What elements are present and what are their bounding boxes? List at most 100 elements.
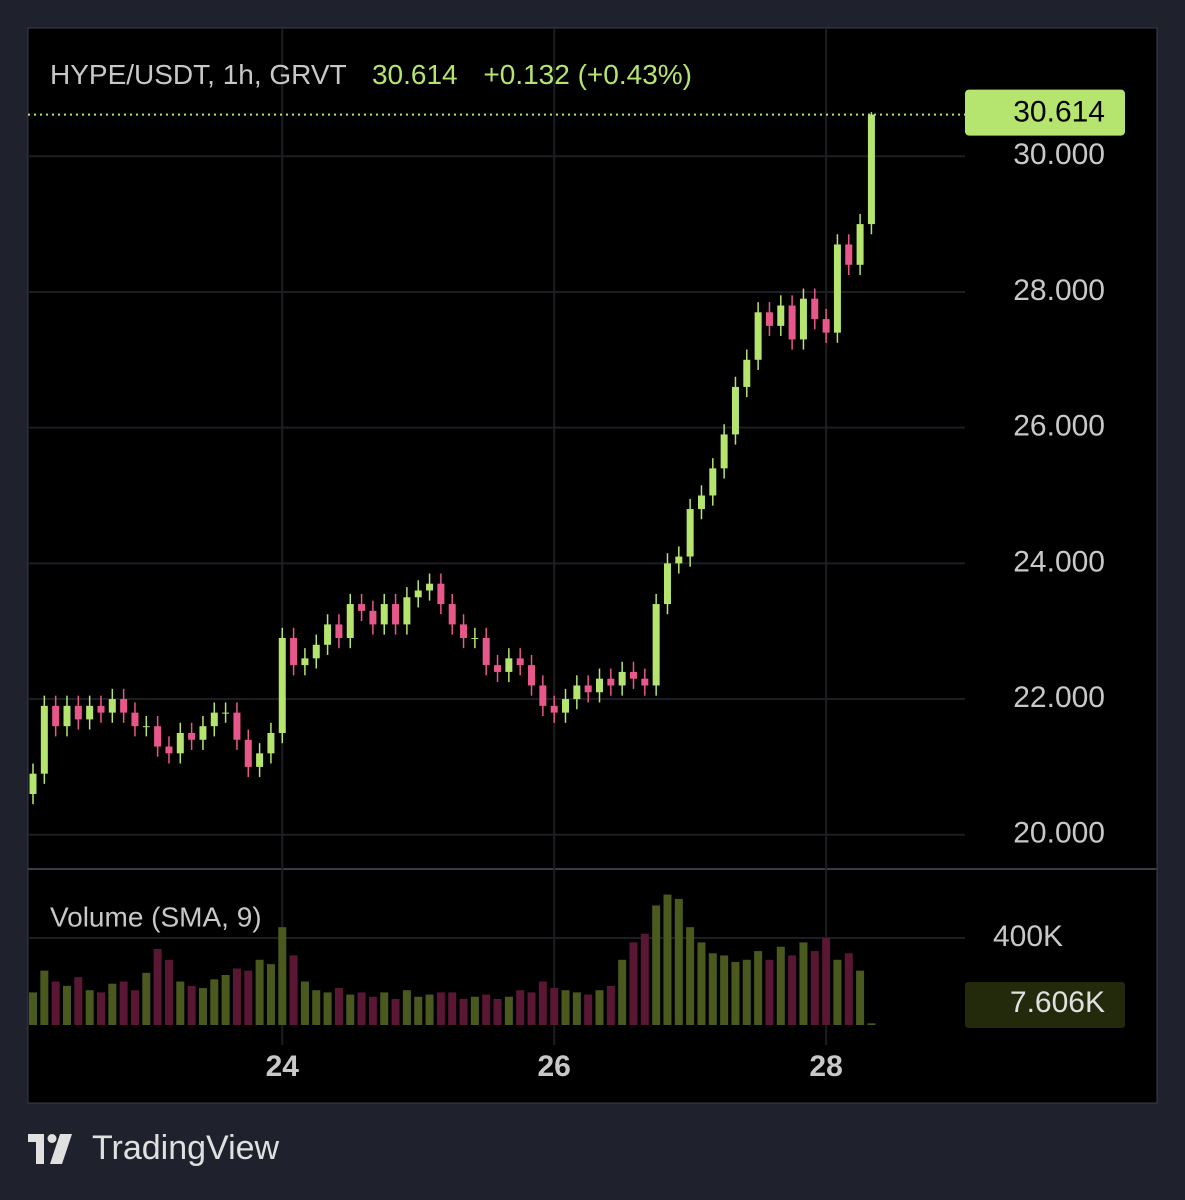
volume-bar — [776, 946, 785, 1025]
volume-bar — [618, 959, 627, 1025]
volume-bar — [153, 948, 162, 1025]
volume-bar — [697, 942, 706, 1025]
volume-bar — [368, 996, 377, 1025]
y-tick-label: 24.000 — [1013, 545, 1105, 578]
last-volume-box — [965, 982, 1125, 1028]
volume-bar — [380, 992, 389, 1025]
volume-bar — [731, 961, 740, 1025]
candle-body — [799, 298, 807, 340]
volume-bar — [822, 938, 831, 1025]
volume-bar — [414, 996, 423, 1025]
candle-body — [777, 305, 785, 326]
y-tick-label: 22.000 — [1013, 681, 1105, 714]
volume-bar — [788, 955, 797, 1025]
candle-body — [788, 305, 796, 340]
volume-bar — [187, 985, 196, 1025]
candle-body — [131, 712, 139, 727]
last-price-box — [965, 89, 1125, 136]
candle-body — [244, 739, 252, 767]
candle-body — [392, 604, 400, 625]
volume-bar — [51, 981, 60, 1025]
volume-bar — [856, 970, 865, 1025]
volume-bar — [357, 992, 366, 1025]
volume-bar — [663, 894, 672, 1025]
volume-bar — [425, 994, 434, 1025]
candle-body — [380, 604, 388, 625]
volume-bar — [572, 992, 581, 1025]
volume-bar — [29, 992, 37, 1025]
marks — [28, 112, 965, 1025]
volume-bar — [833, 959, 842, 1025]
candle-body — [210, 712, 218, 727]
volume-bar — [221, 975, 230, 1025]
candle-body — [697, 495, 705, 510]
candle-body — [154, 726, 162, 747]
volume-bar — [96, 992, 105, 1025]
last-price-label: 30.614 — [1013, 96, 1105, 129]
volume-bar — [482, 994, 491, 1025]
volume-bar — [674, 898, 683, 1025]
volume-bar — [402, 990, 411, 1025]
volume-bar — [130, 990, 139, 1025]
volume-bar — [323, 992, 332, 1025]
volume-bar — [210, 979, 219, 1025]
candle-body — [403, 597, 411, 625]
candle-body — [335, 624, 343, 638]
candle-body — [618, 671, 626, 686]
candle-body — [494, 665, 502, 672]
volume-bar — [629, 942, 638, 1025]
candle-body — [312, 644, 320, 659]
volume-bar — [527, 992, 536, 1025]
candle-body — [584, 685, 592, 693]
volume-bar — [289, 955, 298, 1025]
volume-bar — [844, 953, 853, 1025]
x-tick-label: 24 — [266, 1050, 300, 1083]
brand-logo — [28, 1134, 72, 1164]
volume-bar — [448, 992, 457, 1025]
candle-body — [754, 312, 762, 360]
candle-body — [52, 705, 60, 727]
candle-body — [505, 658, 513, 672]
chart-panel — [27, 27, 1158, 1104]
candle-body — [686, 509, 694, 557]
candle-body — [74, 705, 82, 720]
volume-bar — [765, 959, 774, 1025]
volume-bar — [255, 959, 264, 1025]
candle-body — [663, 563, 671, 605]
candle-body — [811, 298, 819, 320]
candle-body — [290, 637, 298, 666]
volume-bar — [459, 998, 468, 1025]
candle-body — [596, 678, 603, 693]
candle-body — [709, 468, 717, 496]
candle-body — [629, 671, 637, 679]
volume-tick-label: 400K — [993, 920, 1063, 953]
chart-title: HYPE/USDT, 1h, GRVT — [50, 59, 347, 90]
volume-bar — [266, 964, 275, 1025]
candle-body — [528, 665, 536, 686]
candle-body — [301, 658, 309, 666]
volume-bar — [584, 994, 593, 1025]
volume-bar — [62, 985, 71, 1025]
y-tick-label: 30.000 — [1013, 138, 1105, 171]
last-price: 30.614 — [372, 59, 458, 90]
volume-bar — [176, 981, 185, 1025]
volume-bar — [244, 970, 253, 1025]
candle-body — [539, 685, 547, 706]
volume-bar — [799, 942, 808, 1025]
last-volume-label: 7.606K — [1010, 986, 1105, 1019]
candle-body — [358, 604, 366, 611]
candle-body — [108, 699, 116, 713]
volume-bar — [867, 1023, 876, 1025]
volume-bar — [810, 951, 819, 1025]
candle-body — [641, 678, 649, 686]
candle-body — [346, 604, 354, 638]
candle-body — [652, 604, 660, 686]
volume-bar — [561, 990, 570, 1025]
candle-body — [176, 732, 184, 754]
volume-bar — [504, 996, 513, 1025]
volume-bar — [470, 996, 479, 1025]
header: HYPE/USDT, 1h, GRVT 30.614 +0.132 (+0.43… — [50, 59, 692, 90]
candle-body — [29, 773, 37, 795]
volume-bar — [74, 977, 83, 1025]
